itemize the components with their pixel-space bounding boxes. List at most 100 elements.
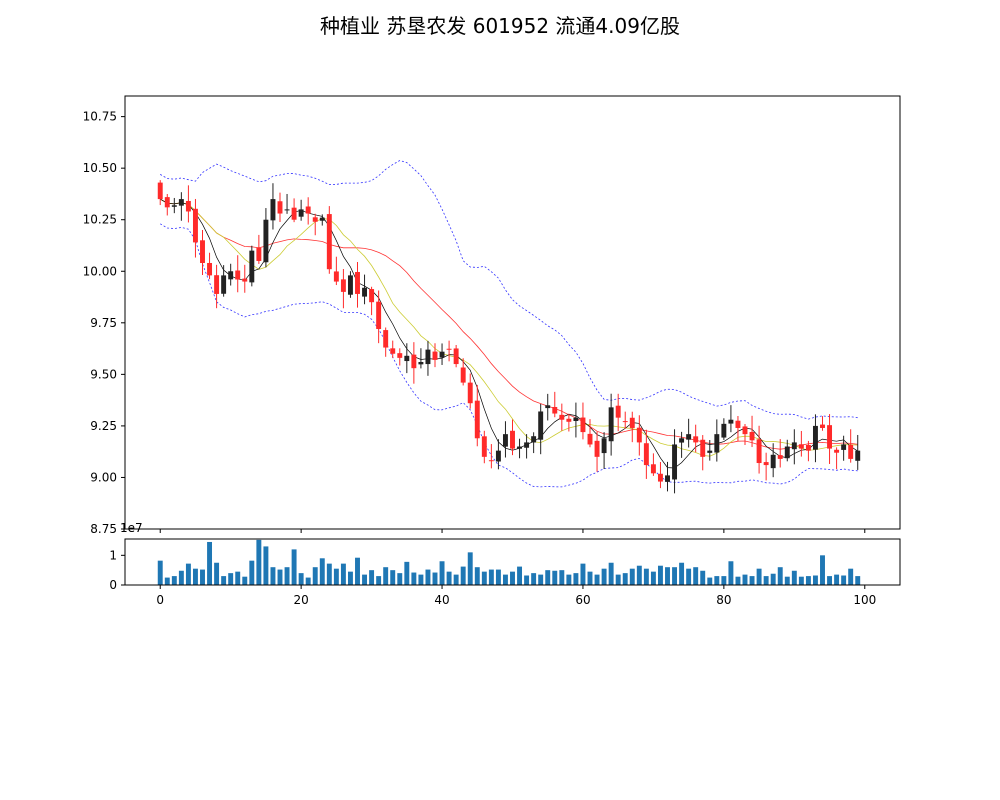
candle-body <box>242 278 248 282</box>
candle-body <box>742 426 748 435</box>
volume-bar <box>538 574 544 585</box>
candle-body <box>756 439 762 464</box>
volume-bar <box>841 575 847 585</box>
candle-body <box>657 473 663 482</box>
volume-bar <box>397 573 403 585</box>
volume-bar <box>770 573 776 585</box>
candle-body <box>467 382 473 404</box>
candle-body <box>777 455 783 459</box>
candle-body <box>770 454 776 469</box>
volume-bar <box>812 575 818 585</box>
volume-bar <box>263 546 269 585</box>
price-axes-frame <box>124 95 901 530</box>
candle-body <box>333 271 339 282</box>
candle-body <box>820 424 825 428</box>
candle-body <box>552 406 558 414</box>
candle-body <box>369 289 375 303</box>
volume-bar <box>735 576 741 585</box>
price-ytick-label: 10.50 <box>83 161 117 175</box>
volume-bar <box>573 573 579 585</box>
candle-body <box>192 208 198 243</box>
volume-panel: 010 20 40 60 80 100 1e7 <box>109 521 901 607</box>
volume-bar <box>700 570 706 585</box>
price-ytick-label: 9.75 <box>90 316 117 330</box>
candle-body <box>594 440 600 457</box>
volume-bar <box>192 568 198 585</box>
volume-bar <box>340 563 346 585</box>
price-ytick-label: 8.75 <box>90 522 117 536</box>
candle-body <box>714 434 720 453</box>
volume-bar <box>502 574 508 585</box>
candle-body <box>545 405 551 409</box>
volume-bar <box>305 577 311 585</box>
candle-body <box>312 217 318 222</box>
candle-body <box>559 414 565 420</box>
candle-body <box>214 275 220 294</box>
volume-bar <box>728 561 734 585</box>
candle-body <box>615 405 621 418</box>
candle-body <box>855 450 861 461</box>
volume-bar <box>347 571 353 585</box>
volume-bar <box>756 568 762 585</box>
volume-bar <box>390 570 396 585</box>
candle-body <box>298 209 304 217</box>
price-ytick-label: 9.50 <box>90 367 117 381</box>
volume-bar <box>686 568 692 585</box>
volume-xtick-label: 20 <box>293 593 308 607</box>
volume-bar <box>601 568 607 585</box>
volume-bar <box>679 562 685 585</box>
volume-bar <box>418 574 424 585</box>
volume-axes-frame <box>124 538 901 586</box>
volume-bar <box>270 567 276 585</box>
volume-xtick-label: 80 <box>716 593 731 607</box>
volume-bar <box>333 568 339 585</box>
candle-body <box>418 361 424 365</box>
candle-body <box>263 219 269 263</box>
chart-title: 种植业 苏垦农发 601952 流通4.09亿股 <box>320 14 680 38</box>
volume-ytick-label: 1 <box>109 548 117 562</box>
candle-body <box>481 436 487 457</box>
volume-bar <box>411 572 417 585</box>
candle-body <box>383 330 389 348</box>
volume-xtick-label: 40 <box>434 593 449 607</box>
candle-body <box>587 433 593 445</box>
candle-body <box>601 438 607 454</box>
candle-body <box>636 427 642 443</box>
volume-xtick-label: 0 <box>156 593 164 607</box>
candle-body <box>629 417 635 428</box>
volume-bar <box>805 576 811 585</box>
volume-bar <box>777 567 783 585</box>
volume-bar <box>763 576 769 585</box>
price-ytick-label: 10.25 <box>83 213 117 227</box>
candle-body <box>411 354 417 369</box>
candle-body <box>460 367 466 383</box>
volume-bar <box>312 567 318 585</box>
candle-body <box>643 443 649 466</box>
volume-bar <box>432 572 438 585</box>
volume-bar <box>228 573 234 585</box>
candle-body <box>207 262 213 276</box>
volume-bar <box>439 561 445 585</box>
price-ticks: 8.75 9.00 9.25 9.50 9.75 10.00 10.25 10.50 10.75 <box>83 110 866 536</box>
candle-body <box>665 475 670 482</box>
volume-bar <box>425 569 431 585</box>
candle-body <box>502 434 508 447</box>
volume-bar <box>791 570 797 585</box>
candle-body <box>608 407 614 442</box>
volume-bar <box>643 568 649 585</box>
volume-bar <box>672 567 678 585</box>
candle-body <box>228 271 234 280</box>
volume-bar <box>524 575 530 585</box>
candle-body <box>249 250 255 283</box>
candle-body <box>425 349 431 365</box>
volume-bar <box>474 567 480 585</box>
lower-band-line <box>159 223 858 488</box>
volume-xtick-label: 60 <box>575 593 590 607</box>
volume-bar <box>707 577 713 585</box>
volume-bar <box>559 570 565 585</box>
volume-bar <box>742 574 748 585</box>
volume-bar <box>848 568 854 585</box>
volume-bar <box>284 567 290 585</box>
volume-bar <box>171 576 177 585</box>
candle-body <box>834 449 840 453</box>
